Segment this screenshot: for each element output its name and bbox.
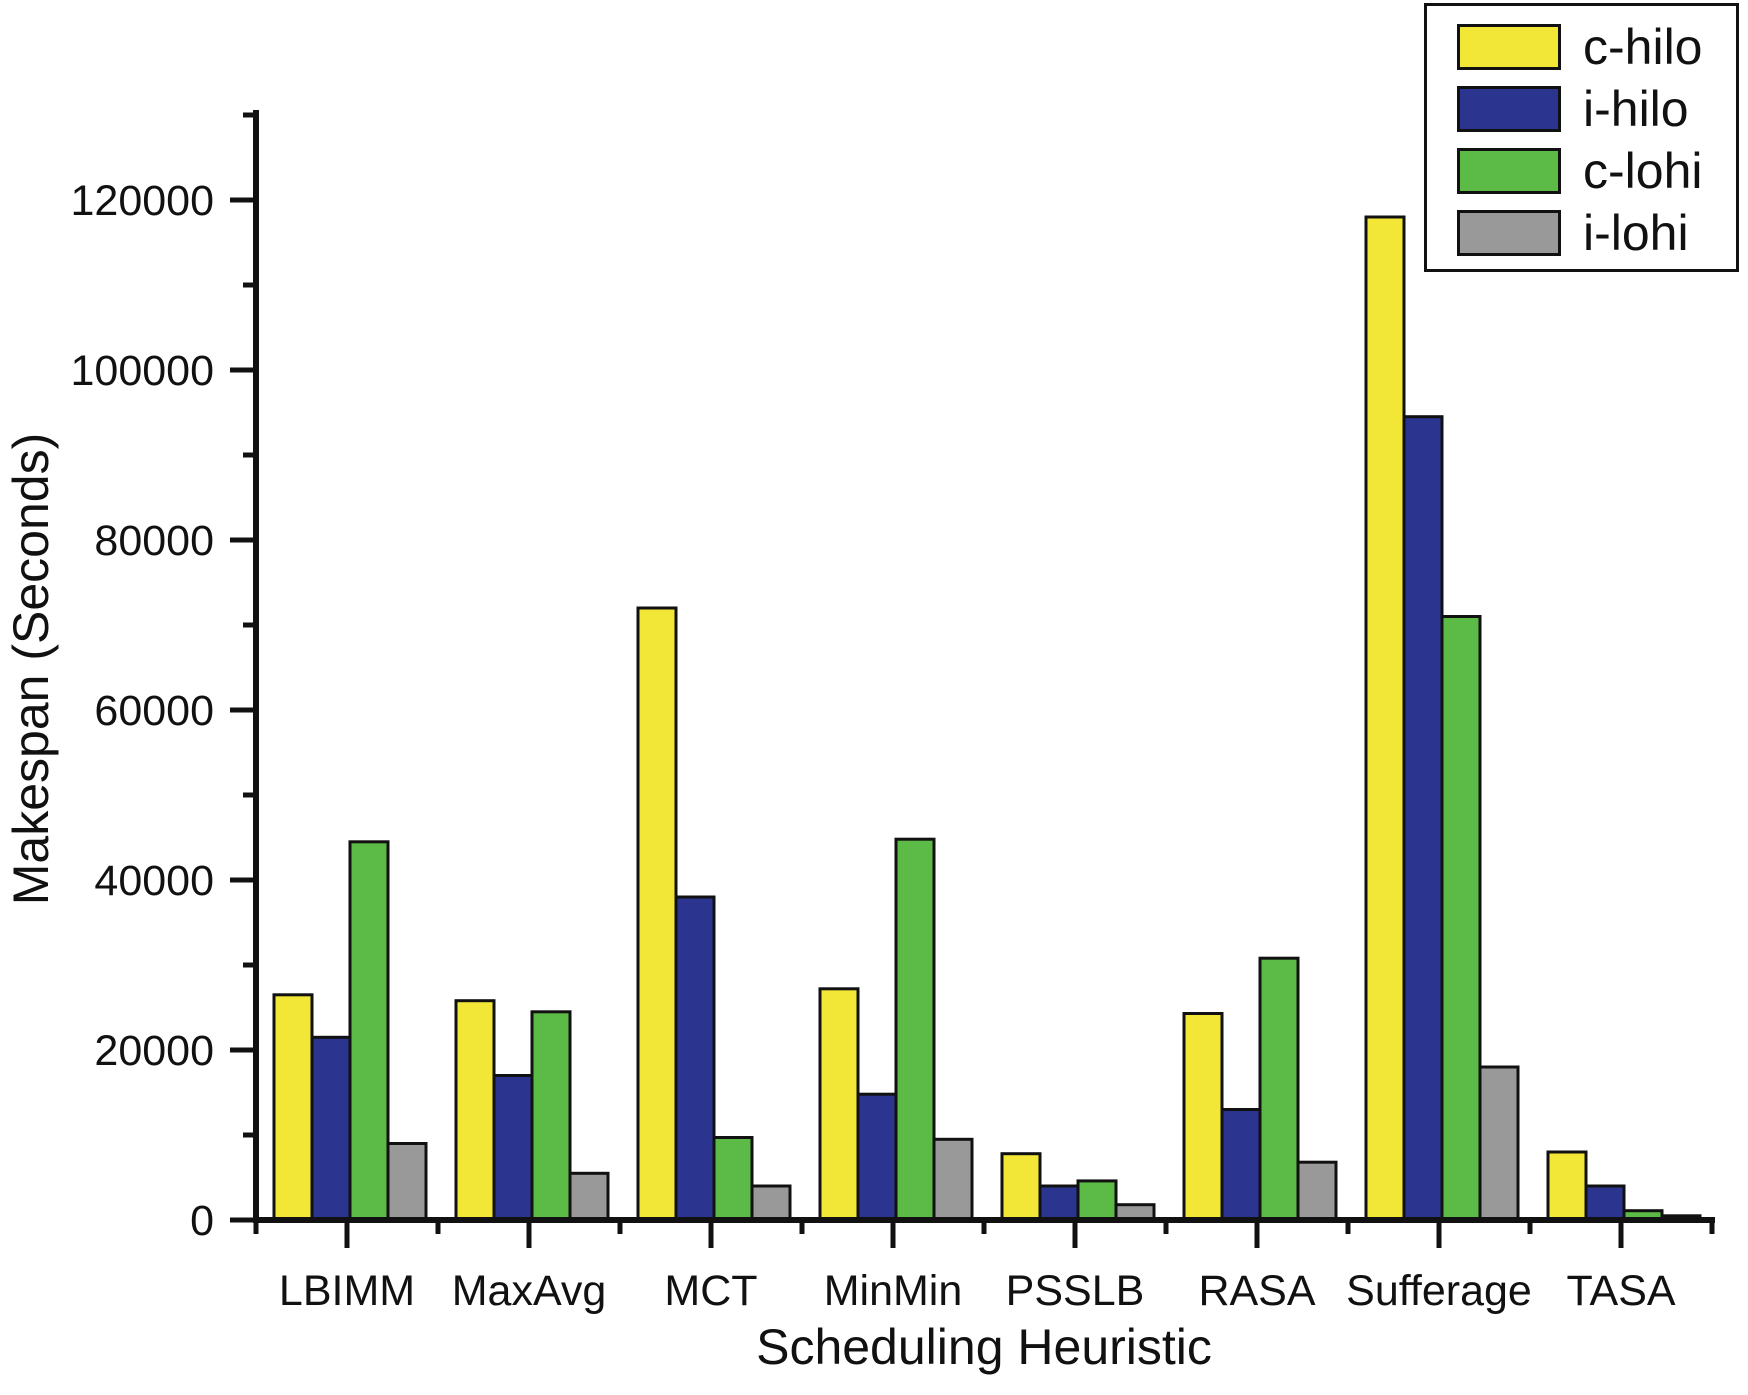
x-tick-label-Sufferage: Sufferage (1346, 1267, 1532, 1315)
legend-swatch-c-lohi (1457, 148, 1561, 194)
bar-RASA-c-lohi (1258, 956, 1300, 1222)
bar-MCT-i-hilo (674, 895, 716, 1222)
bar-MinMin-c-lohi (894, 837, 936, 1222)
bar-MaxAvg-c-hilo (454, 999, 496, 1222)
legend-swatch-i-hilo (1457, 86, 1561, 132)
legend-swatch-c-hilo (1457, 24, 1561, 70)
bar-RASA-c-hilo (1182, 1012, 1224, 1222)
bar-MinMin-c-hilo (818, 987, 860, 1222)
x-tick-label-RASA: RASA (1198, 1267, 1315, 1315)
bar-Sufferage-c-lohi (1440, 615, 1482, 1222)
legend-item-i-lohi: i-lohi (1427, 202, 1736, 264)
y-tick-label-0: 0 (190, 1197, 214, 1245)
x-tick-label-MaxAvg: MaxAvg (452, 1267, 607, 1315)
bar-RASA-i-hilo (1220, 1108, 1262, 1222)
x-tick-label-TASA: TASA (1566, 1267, 1675, 1315)
bar-MaxAvg-c-lohi (530, 1010, 572, 1222)
y-tick-label-80000: 80000 (94, 517, 214, 565)
legend-item-i-hilo: i-hilo (1427, 78, 1736, 140)
bar-MCT-i-lohi (750, 1184, 792, 1222)
bar-Sufferage-c-hilo (1364, 215, 1406, 1222)
x-axis-title: Scheduling Heuristic (756, 1319, 1212, 1375)
bar-MaxAvg-i-lohi (568, 1171, 610, 1222)
y-axis-title: Makespan (Seconds) (3, 433, 59, 905)
bar-LBIMM-c-hilo (272, 993, 314, 1222)
bar-LBIMM-c-lohi (348, 840, 390, 1222)
y-tick-label-100000: 100000 (71, 347, 215, 395)
legend-item-c-hilo: c-hilo (1427, 16, 1736, 78)
bar-PSSLB-c-lohi (1076, 1179, 1118, 1222)
bar-PSSLB-i-hilo (1038, 1184, 1080, 1222)
x-tick-label-LBIMM: LBIMM (279, 1267, 415, 1315)
legend-swatch-i-lohi (1457, 210, 1561, 256)
bar-Sufferage-i-hilo (1402, 415, 1444, 1222)
legend-label-c-hilo: c-hilo (1583, 19, 1703, 75)
legend-item-c-lohi: c-lohi (1427, 140, 1736, 202)
bar-TASA-c-hilo (1546, 1150, 1588, 1222)
bar-TASA-i-hilo (1584, 1184, 1626, 1222)
bar-Sufferage-i-lohi (1478, 1065, 1520, 1222)
x-tick-label-PSSLB: PSSLB (1006, 1267, 1145, 1315)
y-tick-label-20000: 20000 (94, 1027, 214, 1075)
plot-area: 0 20000 40000 60000 80000 100000 120000 LBIMM Ma… (71, 110, 1715, 1315)
y-tick-label-60000: 60000 (94, 687, 214, 735)
bar-PSSLB-c-hilo (1000, 1152, 1042, 1222)
bar-MinMin-i-lohi (932, 1137, 974, 1222)
y-tick-label-120000: 120000 (71, 177, 215, 225)
bar-RASA-i-lohi (1296, 1160, 1338, 1222)
bar-LBIMM-i-lohi (386, 1142, 428, 1222)
bar-MCT-c-hilo (636, 606, 678, 1222)
bar-LBIMM-i-hilo (310, 1035, 352, 1222)
bar-MaxAvg-i-hilo (492, 1074, 534, 1222)
bar-MCT-c-lohi (712, 1136, 754, 1222)
legend-label-i-hilo: i-hilo (1583, 81, 1689, 137)
x-tick-label-MinMin: MinMin (824, 1267, 963, 1315)
legend-label-i-lohi: i-lohi (1583, 205, 1689, 261)
legend-label-c-lohi: c-lohi (1583, 143, 1703, 199)
y-tick-label-40000: 40000 (94, 857, 214, 905)
bar-MinMin-i-hilo (856, 1092, 898, 1222)
x-tick-label-MCT: MCT (664, 1267, 757, 1315)
legend: c-hilo i-hilo c-lohi i-lohi (1424, 3, 1739, 272)
